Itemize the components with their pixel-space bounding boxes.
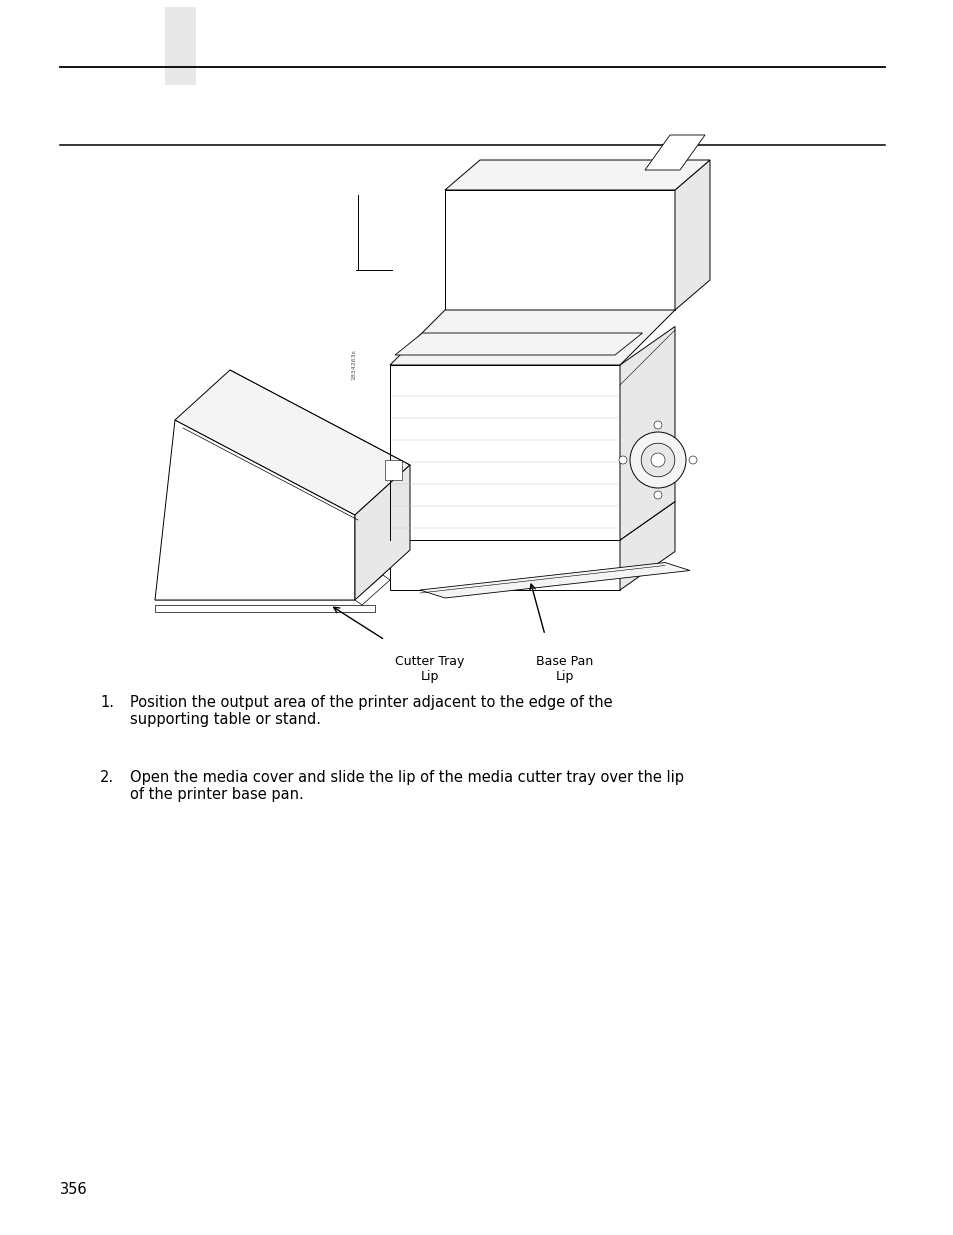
Polygon shape bbox=[619, 326, 675, 540]
Polygon shape bbox=[419, 562, 689, 598]
Polygon shape bbox=[154, 420, 355, 600]
Text: Open the media cover and slide the lip of the media cutter tray over the lip
of : Open the media cover and slide the lip o… bbox=[130, 769, 683, 803]
Text: Base Pan
Lip: Base Pan Lip bbox=[536, 655, 593, 683]
Polygon shape bbox=[390, 501, 675, 540]
Circle shape bbox=[618, 456, 626, 464]
Circle shape bbox=[688, 456, 697, 464]
Circle shape bbox=[654, 421, 661, 429]
Text: 2.: 2. bbox=[100, 769, 114, 785]
Polygon shape bbox=[644, 135, 704, 170]
Text: Position the output area of the printer adjacent to the edge of the
supporting t: Position the output area of the printer … bbox=[130, 695, 612, 727]
Text: 356: 356 bbox=[60, 1182, 88, 1197]
Polygon shape bbox=[675, 161, 709, 310]
Polygon shape bbox=[395, 333, 641, 354]
Polygon shape bbox=[390, 310, 675, 366]
Circle shape bbox=[654, 492, 661, 499]
Polygon shape bbox=[444, 161, 709, 190]
Circle shape bbox=[629, 432, 685, 488]
Circle shape bbox=[650, 453, 664, 467]
Polygon shape bbox=[385, 459, 401, 480]
Polygon shape bbox=[355, 576, 390, 605]
Polygon shape bbox=[355, 466, 410, 600]
Circle shape bbox=[640, 443, 674, 477]
Bar bbox=[165, 7, 195, 85]
Polygon shape bbox=[154, 550, 410, 600]
Text: 1834263s: 1834263s bbox=[351, 350, 356, 380]
Polygon shape bbox=[390, 366, 619, 540]
Text: Cutter Tray
Lip: Cutter Tray Lip bbox=[395, 655, 464, 683]
Polygon shape bbox=[174, 370, 410, 515]
Text: 1.: 1. bbox=[100, 695, 113, 710]
Polygon shape bbox=[619, 501, 675, 590]
Polygon shape bbox=[444, 190, 675, 310]
Polygon shape bbox=[390, 540, 619, 590]
Polygon shape bbox=[154, 605, 375, 613]
